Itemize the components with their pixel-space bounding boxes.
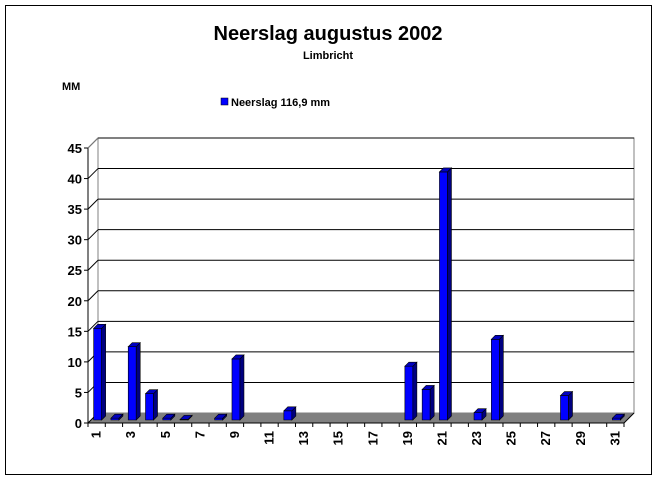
gridline-side: [87, 290, 99, 302]
y-tick-label: 35: [68, 202, 82, 217]
bar: [231, 354, 245, 421]
y-tick-label: 20: [68, 294, 82, 309]
bar-face: [239, 354, 245, 421]
bar: [404, 361, 418, 421]
bar: [162, 413, 176, 421]
bar-face: [499, 334, 504, 421]
bar-face: [568, 390, 573, 421]
bar-face: [429, 384, 435, 421]
bar-face: [110, 413, 124, 419]
bar: [213, 413, 228, 421]
gridline-side: [87, 229, 99, 241]
x-tick-label: 13: [296, 431, 311, 445]
legend-swatch: [220, 97, 229, 106]
x-tick-label: 17: [365, 431, 380, 445]
bar-face: [231, 358, 241, 421]
bar-face: [135, 341, 141, 421]
legend-label: Neerslag 116,9 mm: [231, 97, 330, 109]
y-tick-label: 5: [75, 385, 82, 400]
bar: [92, 323, 107, 421]
bar: [283, 406, 297, 421]
bar: [421, 384, 435, 421]
x-tick-label: 29: [573, 431, 588, 445]
bar: [127, 341, 141, 421]
bar-face: [145, 393, 154, 421]
floor-edge: [623, 412, 635, 424]
y-tick-label: 30: [68, 233, 82, 248]
gridline-side: [87, 320, 99, 332]
bar-face: [213, 413, 228, 419]
bar-face: [447, 167, 452, 421]
bar-face: [144, 389, 159, 395]
bar: [559, 390, 574, 421]
x-tick-label: 9: [227, 431, 242, 438]
bar: [179, 414, 193, 421]
bar-face: [404, 361, 418, 367]
bar-face: [127, 342, 141, 347]
y-tick-label: 0: [75, 416, 82, 431]
side-wall-top: [87, 137, 99, 149]
bar: [611, 413, 626, 421]
x-tick-label: 15: [331, 431, 346, 445]
bar: [110, 413, 124, 421]
bar-face: [127, 346, 137, 421]
bar-face: [101, 323, 106, 421]
y-tick-label: 10: [68, 355, 82, 370]
x-tick-label: 11: [262, 431, 277, 445]
bar-face: [153, 388, 158, 421]
gridline-side: [87, 259, 99, 271]
bar-face: [93, 328, 102, 421]
bar-face: [559, 391, 574, 396]
x-tick-label: 7: [192, 431, 207, 438]
bar-face: [283, 410, 293, 421]
gridline-side: [87, 168, 99, 179]
bar-face: [162, 413, 176, 419]
bar-face: [283, 406, 297, 412]
x-tick-label: 21: [434, 431, 449, 445]
bar: [144, 388, 159, 421]
bar-face: [179, 415, 193, 420]
y-axis-label: MM: [62, 81, 80, 93]
x-tick-label: 5: [158, 431, 173, 438]
chart-subtitle: Limbricht: [303, 50, 353, 62]
x-tick-label: 25: [504, 431, 519, 445]
bar-face: [439, 171, 448, 421]
y-tick-label: 45: [68, 141, 82, 156]
bar-face: [473, 412, 483, 421]
y-tick-label: 15: [68, 324, 82, 339]
x-tick-label: 19: [400, 431, 415, 445]
bar-face: [231, 354, 245, 360]
bar-face: [438, 167, 453, 173]
bar: [473, 407, 487, 421]
gridline-side: [87, 198, 99, 210]
back-wall: [97, 137, 635, 414]
x-tick-label: 23: [469, 431, 484, 445]
bar-face: [412, 361, 418, 421]
chart-title: Neerslag augustus 2002: [214, 23, 443, 45]
bar-face: [404, 365, 414, 421]
bar: [438, 167, 453, 421]
bar-face: [490, 335, 505, 340]
x-tick-label: 3: [123, 431, 138, 438]
bar: [490, 334, 505, 421]
bar-face: [92, 324, 107, 329]
x-tick-label: 31: [607, 431, 622, 445]
bar-face: [611, 413, 626, 419]
x-tick-label: 27: [538, 431, 553, 445]
y-tick-label: 25: [68, 263, 82, 278]
bar-face: [560, 395, 569, 421]
y-tick-label: 40: [68, 172, 82, 187]
bar-face: [421, 385, 435, 390]
bar-face: [421, 389, 431, 421]
bar-face: [491, 339, 500, 421]
bar-face: [473, 408, 487, 413]
x-tick-label: 1: [89, 431, 104, 438]
